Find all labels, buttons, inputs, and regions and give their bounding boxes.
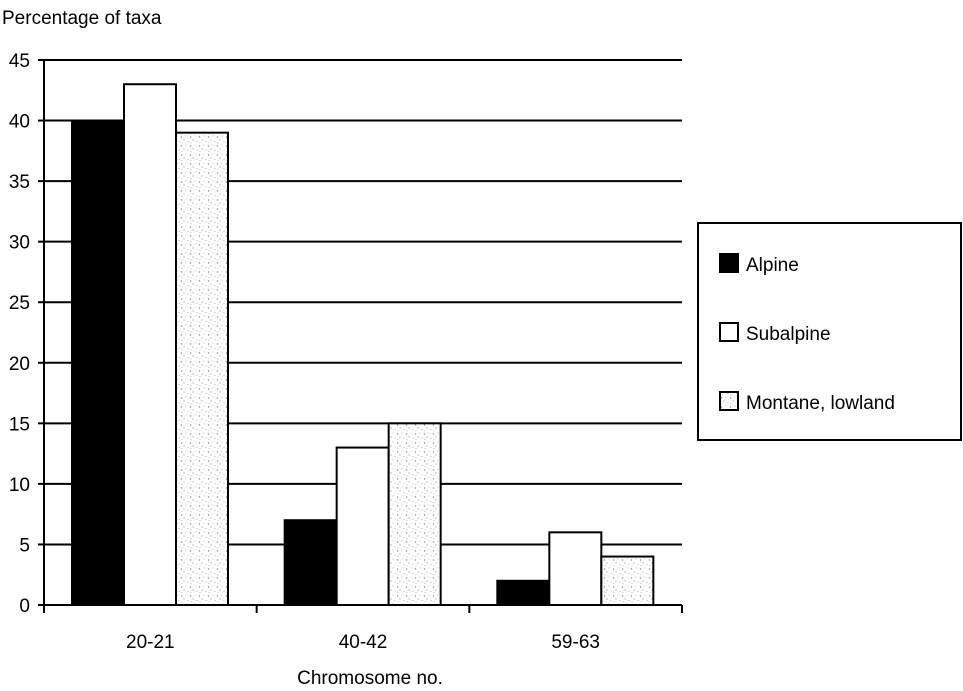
y-axis-label: Percentage of taxa	[2, 8, 162, 29]
legend: Alpine Subalpine Montane, lowland	[697, 222, 962, 441]
bar-alpine-20-21	[71, 119, 125, 607]
x-axis-label: Chromosome no.	[297, 668, 443, 689]
y-tick-label: 40	[9, 112, 30, 133]
y-tick-label: 15	[9, 414, 30, 435]
y-tick-label: 35	[9, 172, 30, 193]
y-tick-label: 5	[19, 535, 30, 556]
bar-alpine-59-63	[496, 579, 551, 606]
x-tick-label: 20-21	[126, 632, 175, 653]
x-tick-labels: 20-21 40-42 59-63	[126, 632, 600, 653]
y-tick-label: 45	[9, 51, 30, 72]
x-tick-label: 40-42	[339, 632, 388, 653]
bar-montane-lowland-20-21	[175, 131, 229, 607]
y-tick-label: 25	[9, 293, 30, 314]
legend-swatch	[719, 391, 739, 411]
y-tick-label: 30	[9, 233, 30, 254]
bar-subalpine-20-21	[123, 83, 177, 606]
bar-subalpine-59-63	[548, 531, 603, 606]
legend-swatch	[719, 253, 739, 273]
x-axis	[43, 604, 683, 613]
legend-box	[697, 222, 962, 441]
legend-label: Montane, lowland	[746, 393, 895, 414]
bar-alpine-40-42	[283, 519, 338, 607]
bar-montane-lowland-40-42	[387, 422, 442, 607]
legend-label: Alpine	[746, 255, 799, 276]
bar-subalpine-40-42	[335, 446, 390, 606]
bars	[71, 83, 655, 607]
y-tick-label: 20	[9, 354, 30, 375]
y-tick-label: 10	[9, 475, 30, 496]
x-tick-label: 59-63	[551, 632, 600, 653]
bar-montane-lowland-59-63	[600, 555, 655, 606]
legend-label: Subalpine	[746, 324, 831, 345]
legend-swatch	[719, 322, 739, 342]
y-axis-ticks: 0 5 10 15 20 25 30 35 40 45	[9, 51, 44, 617]
y-tick-label: 0	[19, 596, 30, 617]
